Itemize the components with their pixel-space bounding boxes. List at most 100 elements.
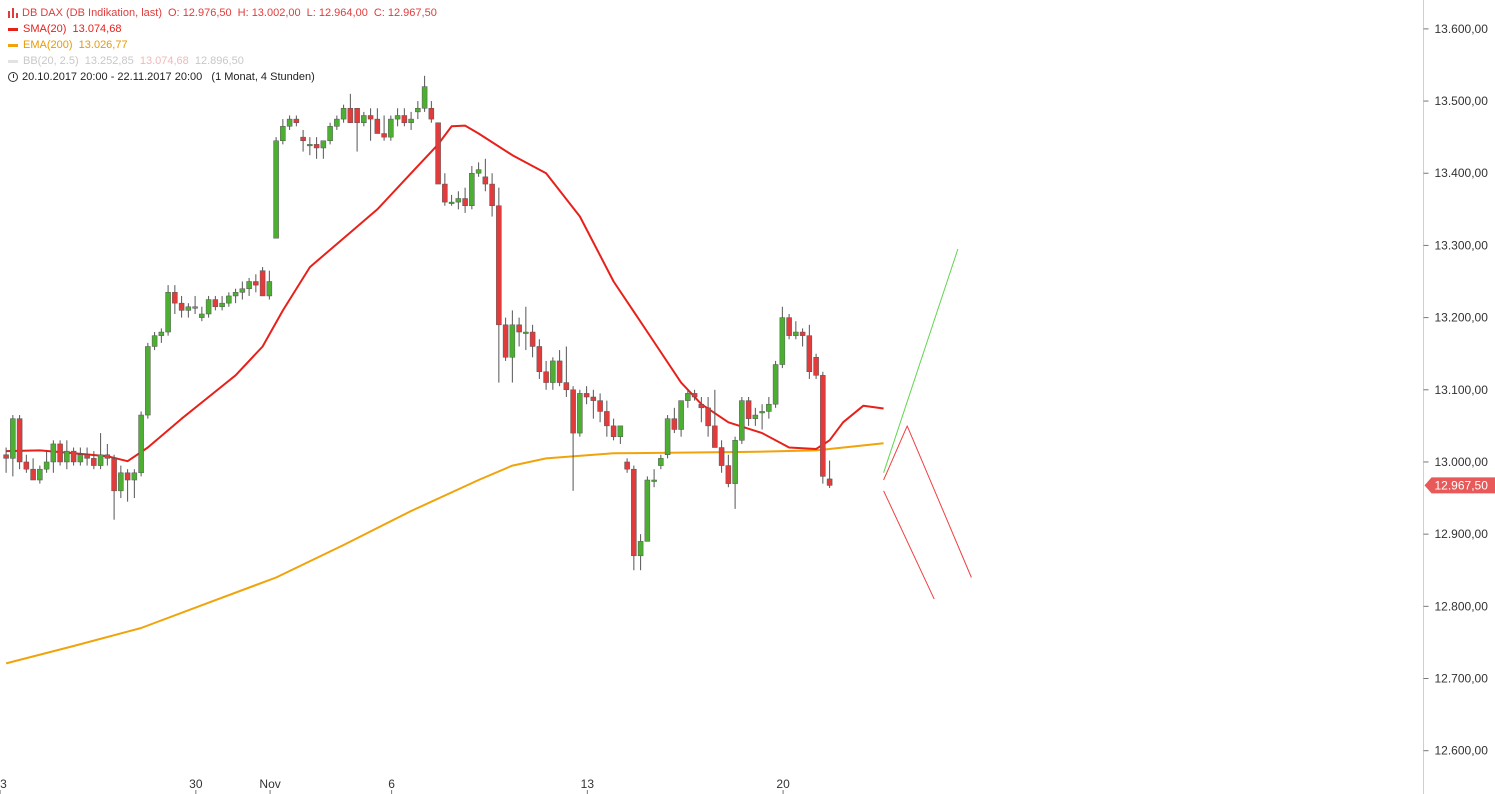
candle [401,108,408,127]
candle [651,469,657,488]
candle [604,400,610,437]
candle-body-up [307,144,313,147]
candle [786,313,792,340]
candle-body-down [813,357,819,376]
y-tick-label: 13.600,00 [1435,22,1489,36]
candle-body-up [273,140,279,239]
y-tick-label: 12.900,00 [1435,527,1489,541]
candle-body-up [469,172,475,206]
candle [64,440,70,470]
candle-body-up [64,450,70,463]
candle [151,332,158,351]
candle [752,407,759,426]
ema-value: 13.026,77 [78,39,128,51]
candle [313,137,320,159]
candle-body-up [475,169,482,174]
candle [104,443,111,466]
high-label: H: [237,7,249,19]
candle [239,281,246,300]
legend-bb-row: BB(20, 2.5) 13.252,85 13.074,68 12.896,5… [8,53,437,69]
candle-body-down [496,205,502,326]
candle-body-down [583,393,590,398]
candle-body-down [705,407,711,427]
candle-body-up [793,331,799,336]
candle [691,389,698,401]
candle [442,173,448,206]
candle-body-up [50,443,57,463]
y-tick-label: 12.700,00 [1435,672,1489,686]
candle-body-down [482,176,489,185]
candle [563,346,570,397]
candle-body-up [205,299,212,315]
candle-body-down [536,346,543,372]
candle [577,389,583,437]
candle [266,270,273,300]
candle [293,115,300,127]
candle [111,454,117,520]
candle [23,454,30,473]
candle [43,451,50,473]
candle [489,173,495,217]
candle [502,317,509,361]
candle-body-down [381,133,387,138]
candle-body-down [172,292,178,304]
candle-body-down [91,458,97,466]
candle-body-down [745,400,752,419]
candle-body-up [550,360,556,383]
candle [421,75,428,112]
candle [185,303,192,318]
candle [799,328,806,347]
projection-line [883,248,959,473]
candle-body-down [671,418,678,430]
candle-body-down [124,472,131,481]
candle-body-down [57,443,63,463]
candle-body-down [30,468,36,481]
candle-body-up [37,468,43,481]
x-tick-label: 23 [0,777,7,791]
legend-instrument-row: DB DAX (DB Indikation, last) O: 12.976,5… [8,5,437,21]
candle [10,415,16,477]
candle-body-up [739,400,745,441]
candle-body-down [313,144,320,149]
candle-body-down [428,108,435,120]
candle [3,447,9,473]
candle [469,166,475,210]
candle [16,415,23,470]
candle-body-up [766,403,772,412]
candle-body-up [266,281,273,297]
candlestick-icon [8,8,18,18]
candle [334,115,340,130]
candle-body-down [624,461,630,470]
candle-body-down [718,447,725,466]
candle-body-down [516,324,522,333]
candle [732,436,738,509]
candle-body-down [489,183,495,206]
candle [617,425,624,444]
candle-body-up [759,411,765,414]
sma-value: 13.074,68 [72,23,122,35]
candle [286,115,293,130]
candle [759,404,765,430]
candle [253,274,259,293]
candle [381,115,387,141]
candle [698,397,705,423]
candle-body-down [631,468,637,557]
x-tick-label: 13 [581,777,595,791]
candle-body-up [320,140,327,149]
candle-body-up [421,86,428,109]
candle [658,454,664,470]
candle-body-down [70,450,77,463]
candle [374,108,381,134]
candle-body-up [577,393,583,434]
candle-body-down [610,425,617,437]
candle-body-down [590,396,597,401]
candle [685,389,691,408]
candle-body-down [826,478,833,486]
candle [793,321,799,340]
candle-body-down [597,400,603,412]
candle-body-up [192,306,198,309]
candle [631,465,637,571]
candle [718,440,725,473]
candle [772,360,779,408]
